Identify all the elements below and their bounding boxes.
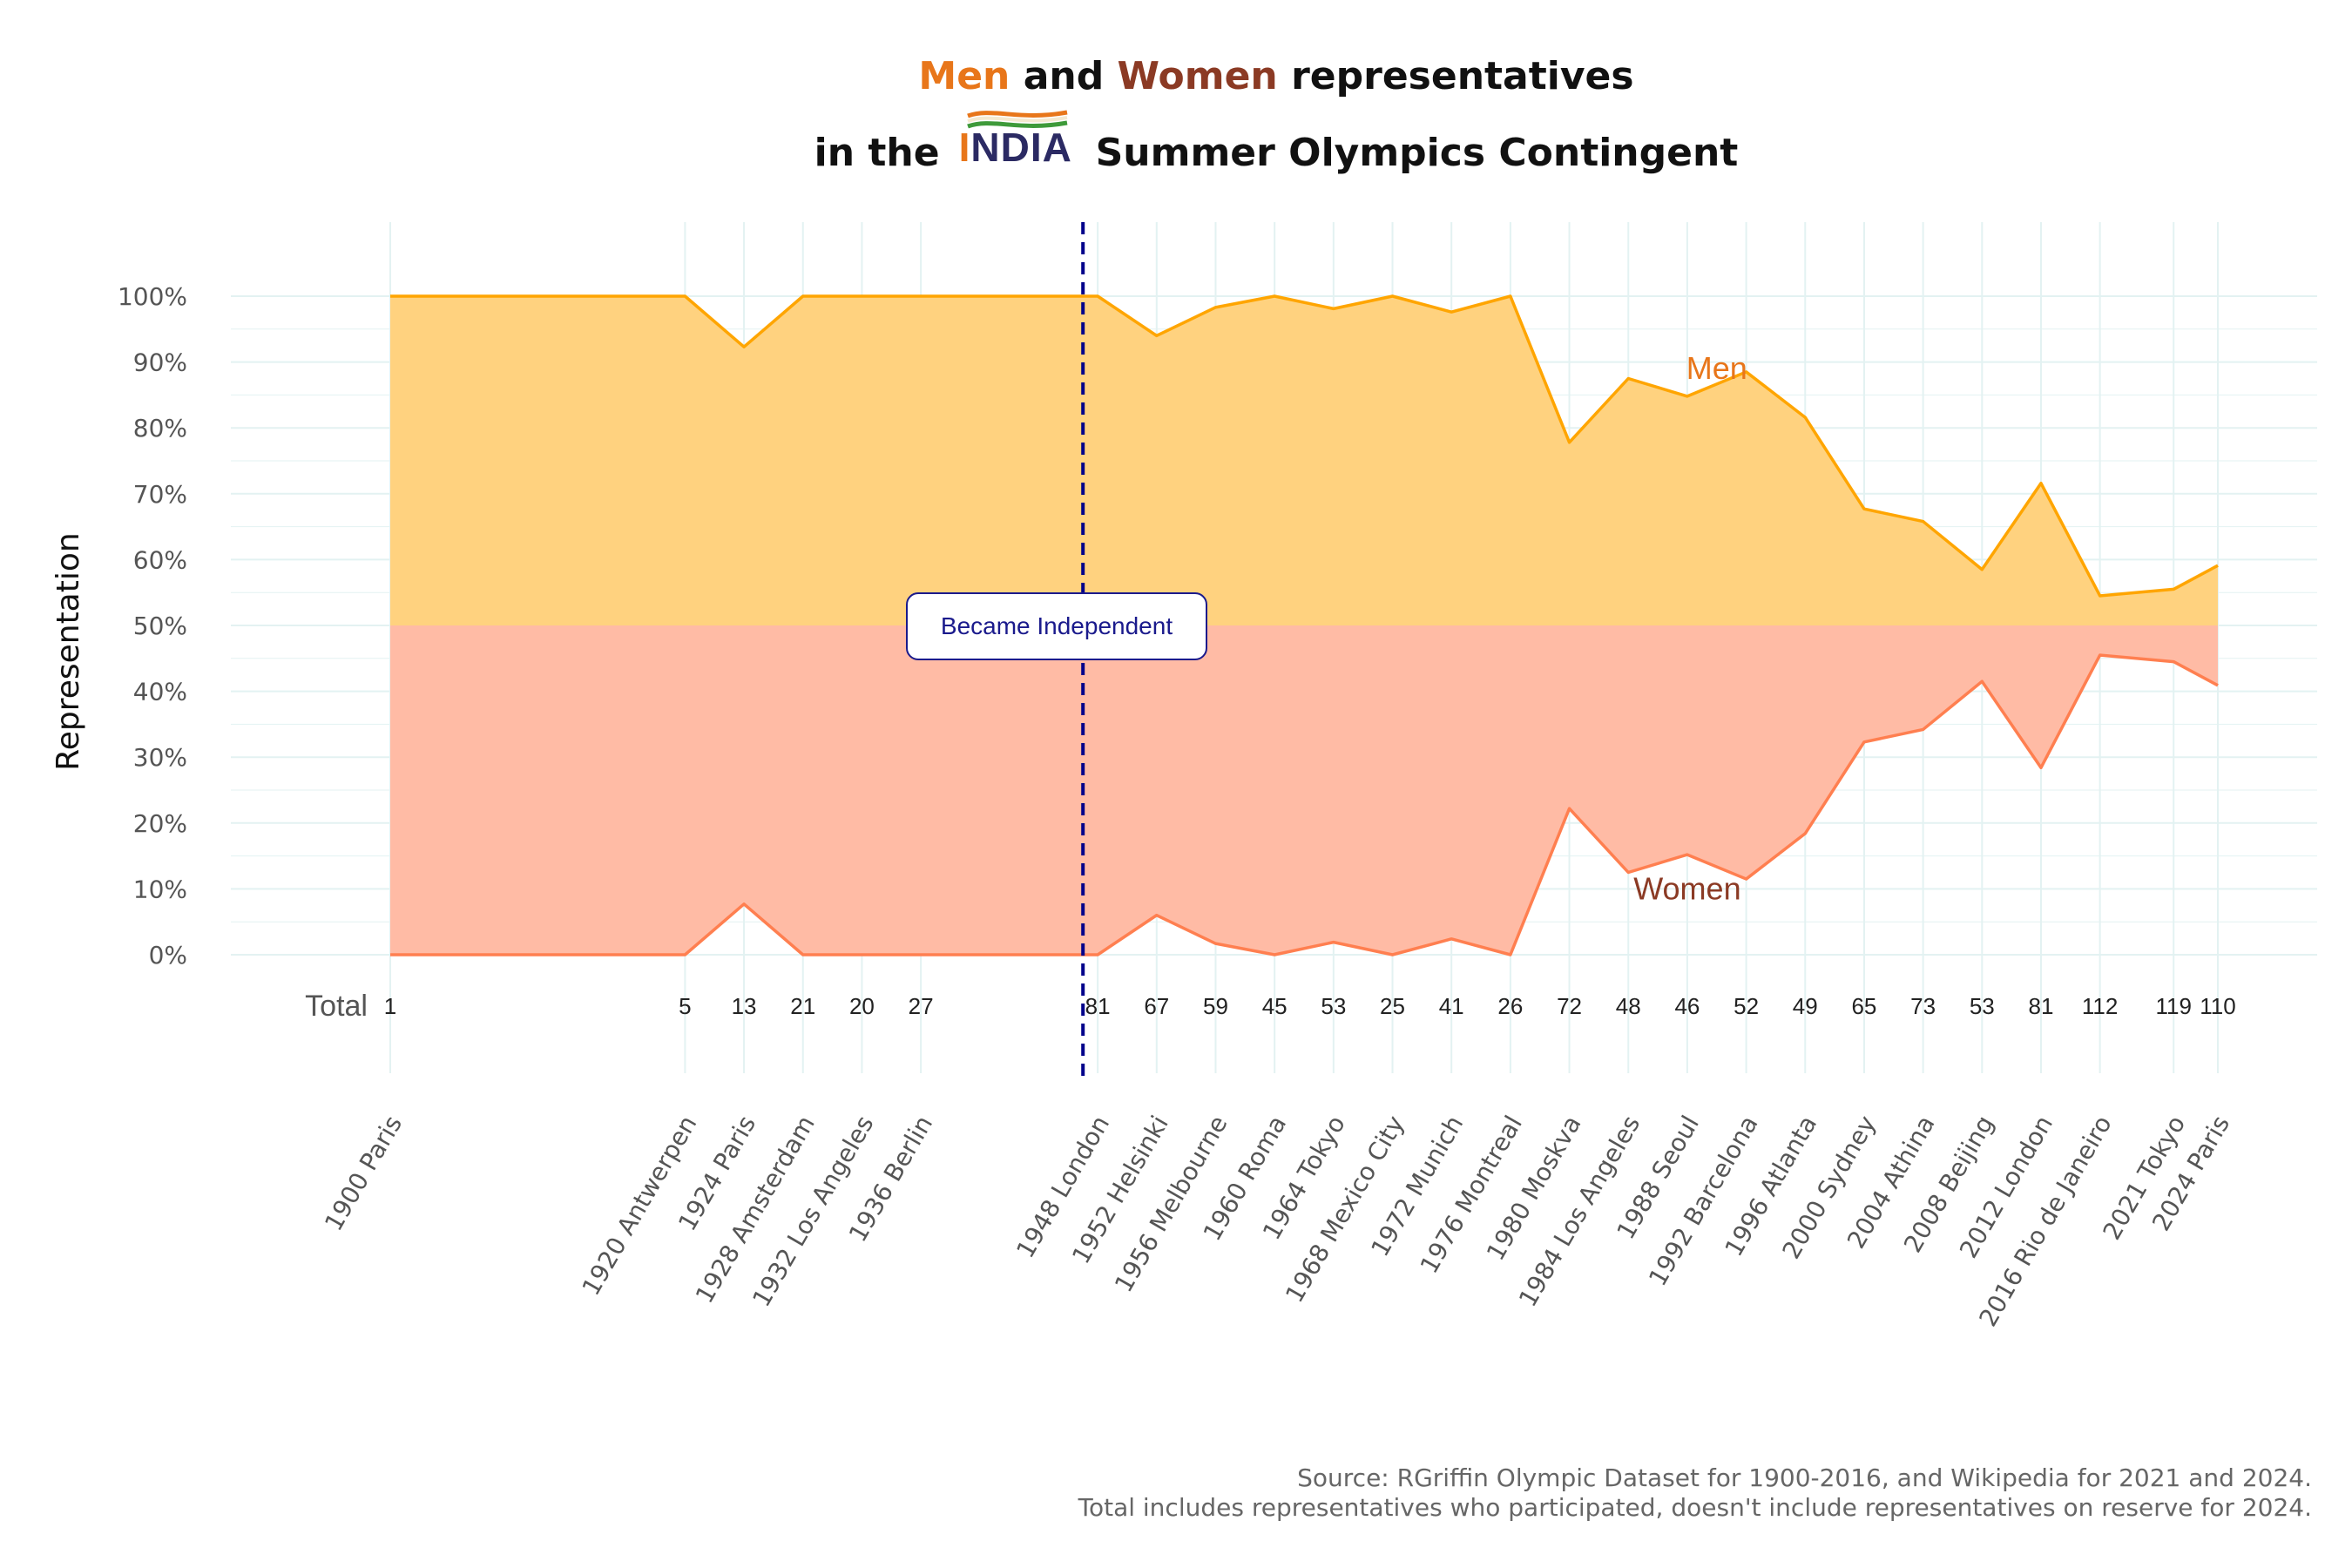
title-line-2: in the INDIA Summer Olympics Contingent [0, 110, 2352, 192]
india-logo-text: INDIA [958, 125, 1072, 170]
women-line [390, 653, 2219, 956]
total-value: 48 [1616, 993, 1641, 1019]
independence-annotation: Became Independent [906, 592, 1207, 660]
total-value: 65 [1851, 993, 1876, 1019]
y-tick-label: 0% [149, 941, 187, 970]
total-value: 20 [849, 993, 875, 1019]
title-men-word: Men [918, 54, 1010, 98]
area-layers [390, 296, 2218, 955]
y-tick-label: 60% [133, 545, 187, 574]
total-value: 25 [1380, 993, 1405, 1019]
title-and-word: and [1023, 54, 1105, 98]
total-value: 52 [1734, 993, 1759, 1019]
y-tick-label: 50% [133, 612, 187, 640]
total-value: 73 [1910, 993, 1936, 1019]
series-label: Women [1633, 870, 1740, 906]
y-tick-label: 90% [133, 348, 187, 377]
total-value: 13 [732, 993, 757, 1019]
y-tick-label: 30% [133, 743, 187, 772]
source-line-1: Source: RGriffin Olympic Dataset for 190… [1297, 1463, 2312, 1492]
title-line-1: Men and Women representatives [0, 38, 2352, 115]
totals-row: Total 1 5 13 21 20 27 81 67 59 45 53 25 41 26 72 48 46 52 4… [305, 990, 2236, 1023]
total-value: 53 [1321, 993, 1346, 1019]
title-suffix: Summer Olympics Contingent [1095, 131, 1739, 175]
total-value: 112 [2082, 993, 2118, 1019]
y-tick-label: 40% [133, 678, 187, 706]
total-value: 49 [1793, 993, 1818, 1019]
y-tick-label: 80% [133, 414, 187, 443]
total-value: 41 [1439, 993, 1464, 1019]
y-tick-label: 20% [133, 809, 187, 838]
title-women-word: Women [1117, 54, 1278, 98]
total-value: 27 [909, 993, 934, 1019]
title-rest-line1: representatives [1291, 54, 1634, 98]
x-tick-label: 1900 Paris [319, 1111, 408, 1236]
total-value: 5 [679, 993, 691, 1019]
total-value: 21 [790, 993, 815, 1019]
totals-label: Total [305, 990, 368, 1023]
women-area [390, 625, 2218, 955]
chart-title: Men and Women representatives in the INDI… [0, 38, 2352, 192]
y-tick-label: 70% [133, 480, 187, 509]
total-value: 45 [1262, 993, 1288, 1019]
total-value: 26 [1497, 993, 1523, 1019]
series-label: Men [1686, 350, 1747, 386]
total-value: 119 [2156, 993, 2192, 1019]
title-prefix: in the [814, 131, 940, 175]
series-labels: Men Women [1633, 350, 1747, 906]
total-value: 110 [2200, 993, 2235, 1019]
total-value: 67 [1144, 993, 1169, 1019]
total-value: 81 [1085, 993, 1111, 1019]
total-value: 59 [1203, 993, 1228, 1019]
y-tick-label: 10% [133, 875, 187, 903]
india-logo: INDIA [958, 110, 1077, 171]
men-line [390, 294, 2219, 598]
men-area [390, 296, 2218, 625]
flag-wave-icon [966, 110, 1068, 129]
y-axis-label: Representation [51, 532, 86, 770]
total-value: 1 [384, 993, 396, 1019]
total-value: 46 [1674, 993, 1700, 1019]
source-line-2: Total includes representatives who parti… [1078, 1493, 2312, 1522]
total-value: 53 [1970, 993, 1995, 1019]
total-value: 72 [1557, 993, 1582, 1019]
y-axis-ticks: 0% 10% 20% 30% 40% 50% 60% 70% 80% 90% 100% [118, 282, 187, 970]
total-value: 81 [2029, 993, 2054, 1019]
source-note: Source: RGriffin Olympic Dataset for 190… [1078, 1463, 2312, 1523]
y-tick-label: 100% [118, 282, 187, 311]
